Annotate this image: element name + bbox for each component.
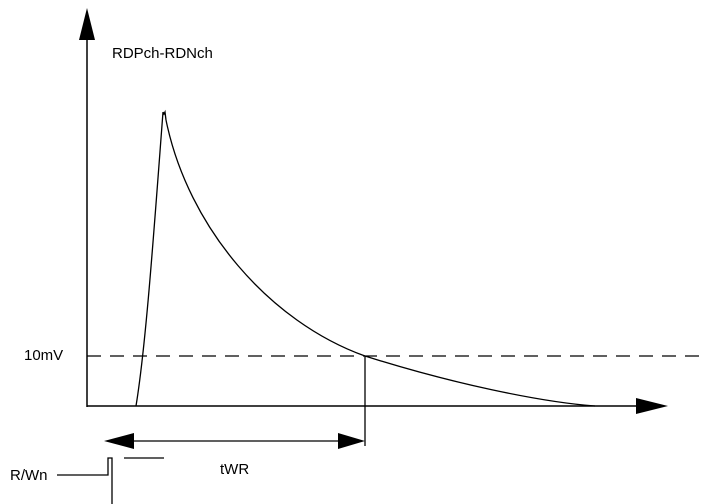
y-axis-label: RDPch-RDNch bbox=[112, 45, 213, 62]
y-axis-arrow-icon bbox=[79, 8, 95, 40]
twr-left-arrow-icon bbox=[104, 433, 134, 449]
twr-right-arrow-icon bbox=[338, 433, 365, 449]
x-axis-arrow-icon bbox=[636, 398, 668, 414]
rwn-label: R/Wn bbox=[10, 467, 48, 484]
rwn-signal bbox=[57, 457, 113, 504]
pulse-peak bbox=[162, 109, 167, 121]
threshold-label: 10mV bbox=[24, 347, 64, 364]
pulse-rising-edge bbox=[135, 111, 164, 407]
twr-label: tWR bbox=[220, 461, 250, 478]
decay-curve bbox=[165, 119, 596, 407]
